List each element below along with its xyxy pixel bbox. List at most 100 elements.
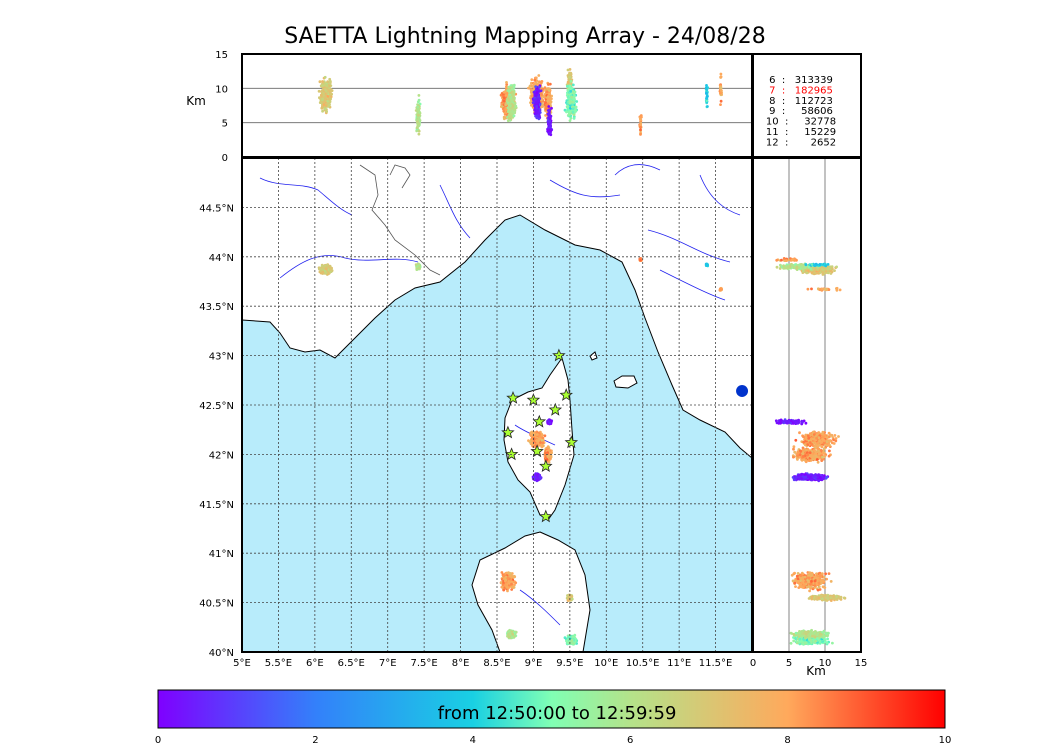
elba-island (613, 375, 638, 389)
lightning-point-altitude (530, 94, 534, 98)
lightning-point-altitude (540, 105, 544, 108)
lightning-point-altitude (416, 100, 420, 104)
lightning-point (500, 571, 504, 574)
lightning-point-altitude (535, 102, 539, 106)
lightning-point (417, 266, 421, 269)
lightning-points-altitude (317, 68, 723, 137)
lightning-point-altitude (322, 91, 325, 95)
lightning-point-altitude (535, 111, 538, 114)
lat-tick-label: 40.5°N (199, 599, 234, 610)
lightning-point-altitude (530, 81, 533, 85)
lightning-point-altitude (546, 87, 550, 90)
lat-tick-label: 42.5°N (199, 401, 234, 412)
lightning-point-altitude (506, 91, 509, 95)
lightning-point-altitude (569, 116, 573, 120)
lightning-point-altitude (319, 94, 323, 97)
blue-marker (736, 385, 749, 397)
station-star (539, 509, 553, 523)
lightning-point (507, 586, 510, 589)
lightning-point (538, 474, 542, 477)
lightning-point-altitude (528, 85, 532, 88)
lightning-point (639, 258, 642, 262)
lightning-point-altitude (416, 111, 420, 115)
lightning-point (514, 581, 518, 585)
lightning-point-altitude (327, 104, 331, 107)
lon-tick-label: 11°E (667, 658, 691, 669)
lightning-point-altitude (326, 80, 330, 84)
lightning-point-altitude (321, 97, 325, 101)
lightning-point-altitude (548, 100, 552, 104)
lightning-point (506, 576, 510, 580)
map-panel: 5°E 5.5°E 6°E 6.5°E 7°E 7.5°E 8°E 8.5°E 9°E 9.5°E… (199, 157, 753, 669)
lightning-point (546, 454, 550, 458)
capraia-island (589, 351, 598, 361)
lat-tick-label: 44°N (209, 253, 234, 264)
lightning-point-altitude (416, 125, 420, 128)
lightning-point-altitude (538, 103, 542, 106)
lightning-point-altitude (547, 111, 551, 115)
lightning-point-altitude (417, 118, 421, 121)
lightning-point-altitude (547, 97, 550, 101)
lightning-point (324, 267, 328, 271)
lightning-point (513, 575, 517, 579)
sea-area (242, 214, 752, 652)
lightning-point (511, 632, 515, 636)
lightning-point-altitude (550, 106, 553, 110)
lightning-point (508, 572, 512, 575)
lightning-point-altitude (568, 72, 571, 76)
lightning-point-altitude (529, 101, 532, 104)
lightning-point-altitude (323, 75, 327, 79)
lightning-point-altitude (534, 76, 538, 80)
lightning-point-altitude (327, 97, 331, 101)
lightning-point-altitude (536, 82, 540, 86)
lightning-point (570, 595, 574, 598)
station-markers (501, 348, 579, 523)
lightning-point-altitude (534, 98, 538, 101)
lightning-point (548, 421, 552, 425)
lat-tick-label: 44.5°N (199, 203, 234, 214)
lightning-point (541, 436, 545, 440)
lightning-point (705, 263, 708, 266)
lightning-point-altitude (540, 93, 543, 97)
lightning-point-altitude (417, 94, 421, 97)
lon-tick-label: 10°E (594, 658, 618, 669)
lightning-point-altitude (329, 92, 332, 96)
lat-tick-label: 41.5°N (199, 500, 234, 511)
lightning-point-altitude (416, 105, 420, 109)
lightning-point-altitude (324, 96, 328, 99)
lightning-point-altitude (416, 120, 419, 123)
lightning-point-altitude (325, 110, 328, 113)
lightning-point (535, 430, 539, 434)
lightning-point-altitude (321, 109, 324, 113)
lightning-point-altitude (536, 114, 539, 117)
lightning-point-altitude (503, 90, 507, 94)
lightning-point (543, 434, 547, 438)
lightning-point (545, 458, 549, 461)
lightning-point-altitude (566, 81, 570, 84)
lightning-point-altitude (537, 111, 541, 115)
lightning-point-altitude (502, 99, 506, 103)
lightning-point-altitude (530, 89, 533, 93)
lightning-point (570, 639, 573, 643)
lightning-point (540, 439, 544, 442)
lightning-point (502, 588, 506, 592)
lightning-point-altitude (329, 88, 333, 91)
lightning-point-altitude (321, 80, 324, 83)
chart-title: SAETTA Lightning Mapping Array - 24/08/2… (284, 24, 766, 49)
lon-tick-label: 11.5°E (699, 658, 733, 669)
lightning-point-altitude (548, 128, 552, 132)
lightning-point (538, 437, 541, 441)
lightning-point-altitude (499, 93, 503, 97)
lat-tick-label: 43.5°N (199, 302, 234, 313)
lightning-point (502, 574, 506, 577)
lightning-point (571, 642, 575, 645)
station-star (552, 348, 566, 362)
lightning-point (537, 477, 540, 481)
station-star (548, 402, 563, 416)
lightning-point-altitude (324, 104, 328, 107)
lightning-point-altitude (530, 92, 534, 96)
lightning-point-altitude (502, 96, 506, 100)
lightning-point-altitude (536, 99, 540, 103)
lightning-point (503, 579, 507, 583)
lightning-point (326, 271, 330, 275)
